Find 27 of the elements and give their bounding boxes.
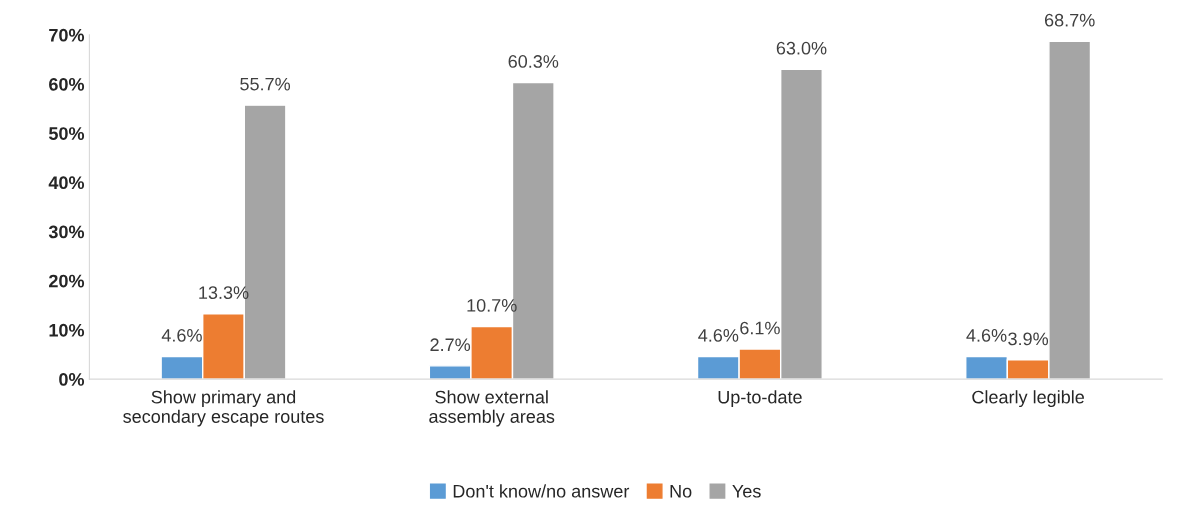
x-tick-label: Up-to-date [718, 390, 802, 408]
data-label: 2.7% [430, 338, 471, 352]
y-tick-label: 0% [59, 373, 85, 386]
data-label: 4.6% [161, 329, 202, 342]
legend-label: Yes [732, 485, 761, 498]
data-label: 55.7% [240, 77, 291, 91]
data-label: 13.3% [199, 286, 249, 300]
x-tick-label: Show external assembly areas [429, 390, 555, 427]
x-tick-label: Clearly legible [972, 390, 1084, 408]
data-label: 4.6% [966, 329, 1007, 342]
data-label: 3.9% [1008, 332, 1049, 346]
y-tick-label: 50% [48, 127, 85, 140]
data-label: 68.7% [1044, 13, 1095, 27]
data-label: 10.7% [467, 299, 517, 312]
y-tick-label: 20% [49, 274, 85, 288]
y-tick-label: 30% [48, 225, 85, 239]
y-tick-label: 70% [49, 28, 85, 42]
y-tick-label: 40% [48, 176, 85, 190]
y-tick-label: 60% [49, 77, 85, 91]
data-label: 4.6% [698, 329, 739, 342]
legend-label: No [670, 485, 692, 498]
legend-label: Don't know/no answer [453, 484, 630, 498]
data-label: 63.0% [776, 41, 827, 55]
data-label: 6.1% [740, 321, 780, 335]
data-label: 60.3% [508, 55, 559, 68]
x-tick-label: Show primary and secondary escape routes [123, 390, 324, 427]
y-tick-label: 10% [49, 323, 85, 337]
